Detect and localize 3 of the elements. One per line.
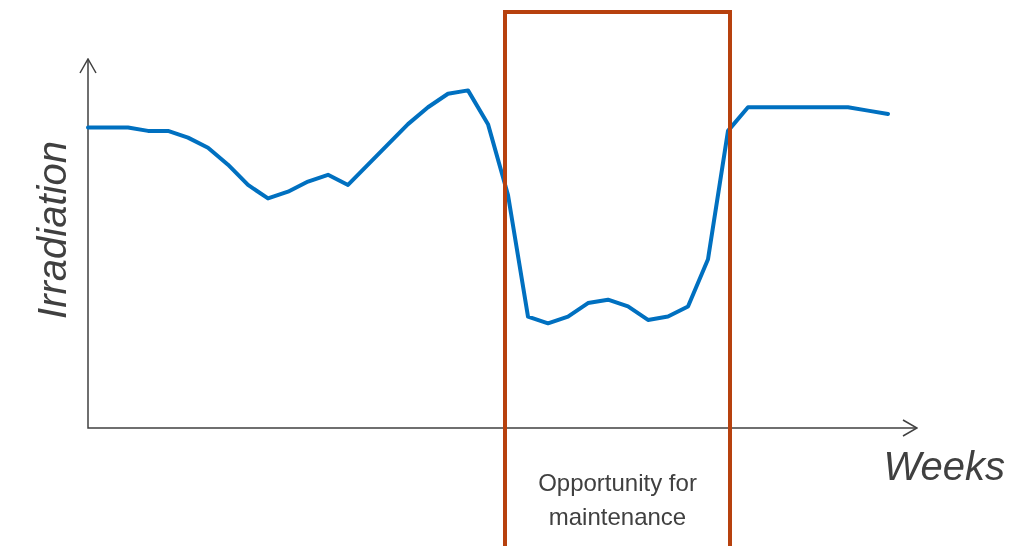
text: Opportunity for maintenance xyxy=(537,468,698,532)
y-axis-title: Irradiation xyxy=(30,141,75,319)
x-axis-title: Weeks xyxy=(883,444,1005,488)
